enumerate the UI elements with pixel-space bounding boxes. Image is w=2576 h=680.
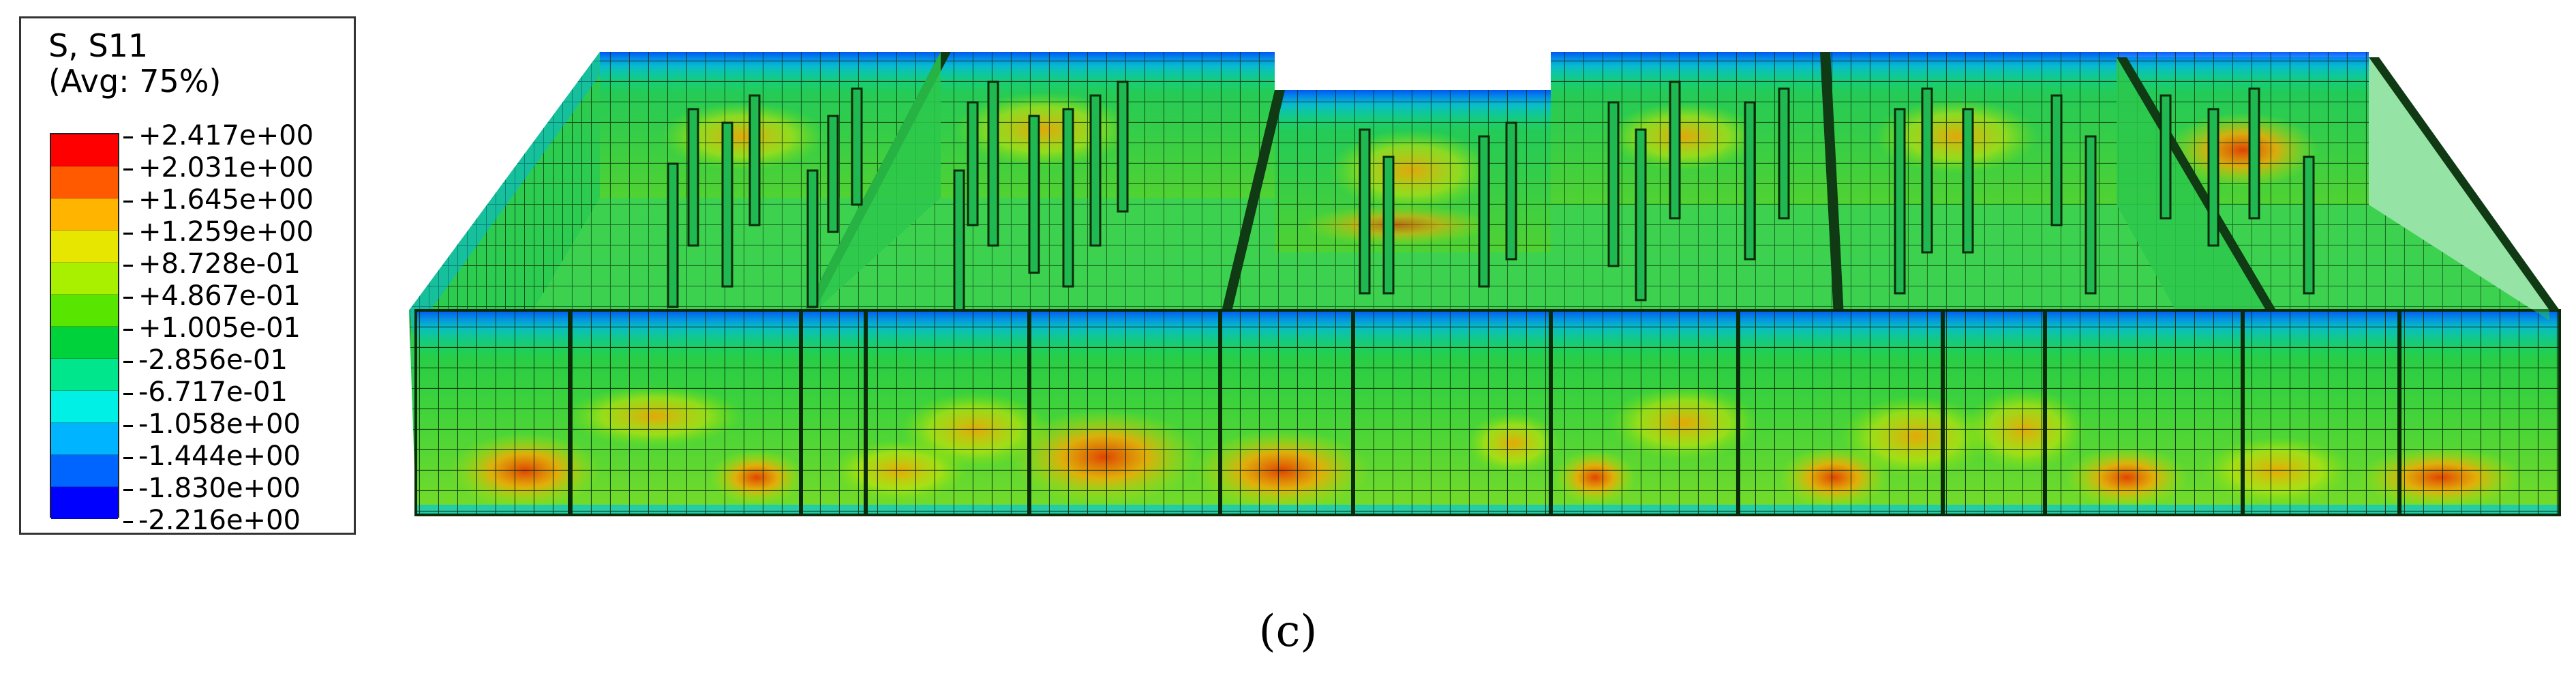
legend-tick: [123, 424, 133, 427]
legend-title-variable: S, S11: [48, 27, 149, 64]
figure-caption: (c): [1258, 606, 1318, 657]
legend-value-text: +4.867e-01: [138, 280, 301, 312]
legend-value-text: +2.417e+00: [138, 120, 314, 151]
legend-swatch: [51, 359, 118, 391]
legend-value-label: +1.005e-01: [123, 314, 301, 342]
legend-value-text: +1.259e+00: [138, 216, 314, 248]
legend-value-label: +1.645e+00: [123, 186, 314, 213]
legend-title-averaging: (Avg: 75%): [48, 63, 222, 100]
legend-value-label: -1.830e+00: [123, 475, 301, 502]
legend-swatch: [51, 198, 118, 231]
legend-value-label: +8.728e-01: [123, 250, 301, 278]
legend-tick: [123, 296, 133, 299]
legend-swatch: [51, 263, 118, 295]
internal-partitions: [801, 52, 2280, 321]
legend-tick: [123, 488, 133, 491]
right-side-wall: [2369, 57, 2560, 321]
legend-swatch: [51, 455, 118, 487]
legend-value-text: +2.031e+00: [138, 152, 314, 183]
legend-value-label: +2.417e+00: [123, 122, 314, 149]
contour-legend: S, S11 (Avg: 75%) +2.417e+00 +2.031e+00 +1…: [19, 16, 356, 535]
legend-value-label: -2.216e+00: [123, 507, 301, 534]
legend-tick: [123, 200, 133, 203]
legend-value-text: -2.216e+00: [138, 505, 301, 536]
legend-swatch: [51, 327, 118, 359]
legend-tick: [123, 264, 133, 267]
legend-swatch: [51, 166, 118, 198]
legend-value-label: +4.867e-01: [123, 282, 301, 310]
legend-value-label: -6.717e-01: [123, 379, 288, 406]
legend-value-text: -6.717e-01: [138, 376, 288, 408]
legend-value-label: -1.444e+00: [123, 443, 301, 470]
legend-value-text: +1.645e+00: [138, 184, 314, 216]
legend-tick: [123, 136, 133, 138]
legend-swatch: [51, 134, 118, 166]
legend-tick: [123, 360, 133, 363]
legend-value-text: +1.005e-01: [138, 312, 301, 344]
legend-swatch: [51, 295, 118, 327]
legend-value-text: -1.830e+00: [138, 473, 301, 504]
legend-value-label: +2.031e+00: [123, 154, 314, 181]
legend-value-label: -1.058e+00: [123, 411, 301, 438]
legend-swatch: [51, 423, 118, 455]
interior-columns: [667, 80, 2315, 315]
legend-swatch: [51, 487, 118, 519]
legend-tick: [123, 392, 133, 395]
legend-value-text: +8.728e-01: [138, 248, 301, 280]
legend-tick: [123, 328, 133, 331]
legend-swatch: [51, 391, 118, 423]
legend-tick: [123, 520, 133, 523]
legend-value-label: +1.259e+00: [123, 218, 314, 246]
legend-value-label: -2.856e-01: [123, 346, 288, 374]
legend-value-text: -2.856e-01: [138, 344, 288, 376]
legend-value-text: -1.444e+00: [138, 441, 301, 472]
legend-color-scale: [50, 133, 119, 519]
legend-tick: [123, 456, 133, 459]
legend-tick: [123, 232, 133, 235]
front-wall: [414, 309, 2561, 516]
legend-swatch: [51, 231, 118, 263]
legend-value-text: -1.058e+00: [138, 409, 301, 440]
legend-tick: [123, 168, 133, 171]
legend-title: S, S11 (Avg: 75%): [48, 28, 221, 99]
